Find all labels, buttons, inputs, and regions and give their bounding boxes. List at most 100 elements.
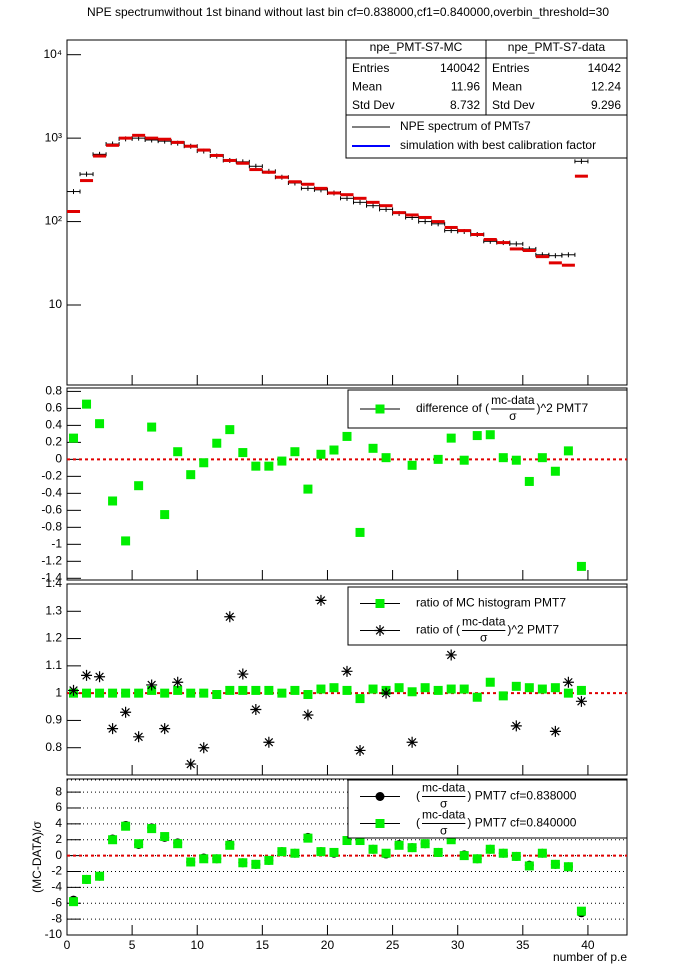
marker-square <box>134 688 144 698</box>
marker-square <box>563 688 573 698</box>
x-tick-label: 25 <box>386 938 400 952</box>
data-point <box>574 158 589 164</box>
legend-marker <box>375 792 385 801</box>
legend-marker <box>375 819 385 828</box>
stats-box <box>345 39 487 116</box>
marker-square <box>290 447 300 457</box>
marker-square <box>290 848 300 858</box>
marker-square <box>108 835 118 845</box>
marker-square <box>550 466 560 476</box>
legend-box <box>347 586 628 646</box>
marker-square <box>82 874 92 884</box>
stats-title: npe_PMT-S7-MC <box>370 40 463 54</box>
marker-square <box>511 455 521 465</box>
marker-square <box>199 854 209 864</box>
marker-star <box>68 684 80 696</box>
marker-square <box>290 685 300 695</box>
legend-box <box>347 779 628 839</box>
legend-denominator: σ <box>509 409 517 423</box>
marker-square <box>264 855 274 865</box>
y-tick-label: 0.8 <box>45 384 62 398</box>
marker-square <box>498 453 508 463</box>
marker-square <box>186 470 196 480</box>
marker-star <box>406 736 418 748</box>
stats-value: 11.96 <box>451 80 480 94</box>
marker-square <box>316 847 326 857</box>
marker-square <box>446 835 456 845</box>
y-tick-label: 1.1 <box>45 658 62 672</box>
stats-title: npe_PMT-S7-data <box>508 40 606 54</box>
marker-square <box>264 685 274 695</box>
marker-square <box>498 848 508 858</box>
marker-square <box>160 688 170 698</box>
marker-square <box>134 481 144 491</box>
y-tick-label: -1.2 <box>41 553 62 567</box>
plot-frame <box>66 583 628 776</box>
y-tick-label: 2 <box>55 832 62 846</box>
plot-frame <box>66 387 628 581</box>
legend-label: )^2 PMT7 <box>537 401 589 415</box>
stats-value: 140042 <box>440 61 480 75</box>
marker-square <box>121 821 131 831</box>
y-tick-label: -6 <box>51 895 62 909</box>
marker-square <box>277 847 287 857</box>
marker-square <box>212 690 222 700</box>
y-tick-label: 10² <box>45 214 62 228</box>
marker-square <box>446 684 456 694</box>
marker-square <box>472 431 482 441</box>
marker-square <box>550 683 560 693</box>
y-tick-label: -0.6 <box>41 503 62 517</box>
marker-square <box>524 861 534 871</box>
plot-frame <box>66 778 628 936</box>
marker-star <box>250 704 262 716</box>
marker-square <box>277 688 287 698</box>
marker-square <box>459 851 469 861</box>
marker-square <box>303 484 313 494</box>
legend-box <box>345 114 628 159</box>
marker-star <box>94 671 106 683</box>
marker-square <box>446 433 456 443</box>
marker-square <box>381 453 391 463</box>
y-tick-label: 0.2 <box>45 435 62 449</box>
y-tick-label: -4 <box>51 880 62 894</box>
y-tick-label: 10³ <box>45 130 62 144</box>
marker-square <box>342 685 352 695</box>
y-tick-label: -0.2 <box>41 469 62 483</box>
marker-square <box>485 677 495 687</box>
marker-square <box>394 683 404 693</box>
stats-label: Std Dev <box>492 98 535 112</box>
marker-square <box>212 438 222 448</box>
y-tick-label: -0.8 <box>41 519 62 533</box>
x-tick-label: 20 <box>321 938 335 952</box>
marker-square <box>342 431 352 441</box>
marker-square <box>550 859 560 869</box>
y-tick-label: -1 <box>51 536 62 550</box>
marker-square <box>147 422 157 432</box>
marker-square <box>160 510 170 520</box>
marker-star <box>302 709 314 721</box>
x-tick-label: 35 <box>516 938 530 952</box>
stats-label: Entries <box>352 61 389 75</box>
marker-square <box>134 839 144 849</box>
legend-label: difference of ( <box>416 401 489 415</box>
marker-star <box>380 687 392 699</box>
y-tick-label: -10 <box>45 927 63 941</box>
y-tick-label: -8 <box>51 911 62 925</box>
marker-square <box>563 446 573 456</box>
marker-star <box>107 723 119 735</box>
marker-square <box>537 684 547 694</box>
marker-square <box>576 561 586 571</box>
x-axis-title: number of p.e <box>553 950 627 964</box>
marker-star <box>549 725 561 737</box>
legend-label: ratio of MC histogram PMT7 <box>416 596 566 610</box>
marker-square <box>576 906 586 916</box>
marker-star <box>146 679 158 691</box>
y-tick-label: 0.8 <box>45 740 62 754</box>
marker-square <box>238 858 248 868</box>
marker-square <box>576 685 586 695</box>
marker-square <box>511 681 521 691</box>
y-tick-label: 10⁴ <box>43 47 62 61</box>
marker-star <box>159 723 171 735</box>
marker-square <box>199 458 209 468</box>
